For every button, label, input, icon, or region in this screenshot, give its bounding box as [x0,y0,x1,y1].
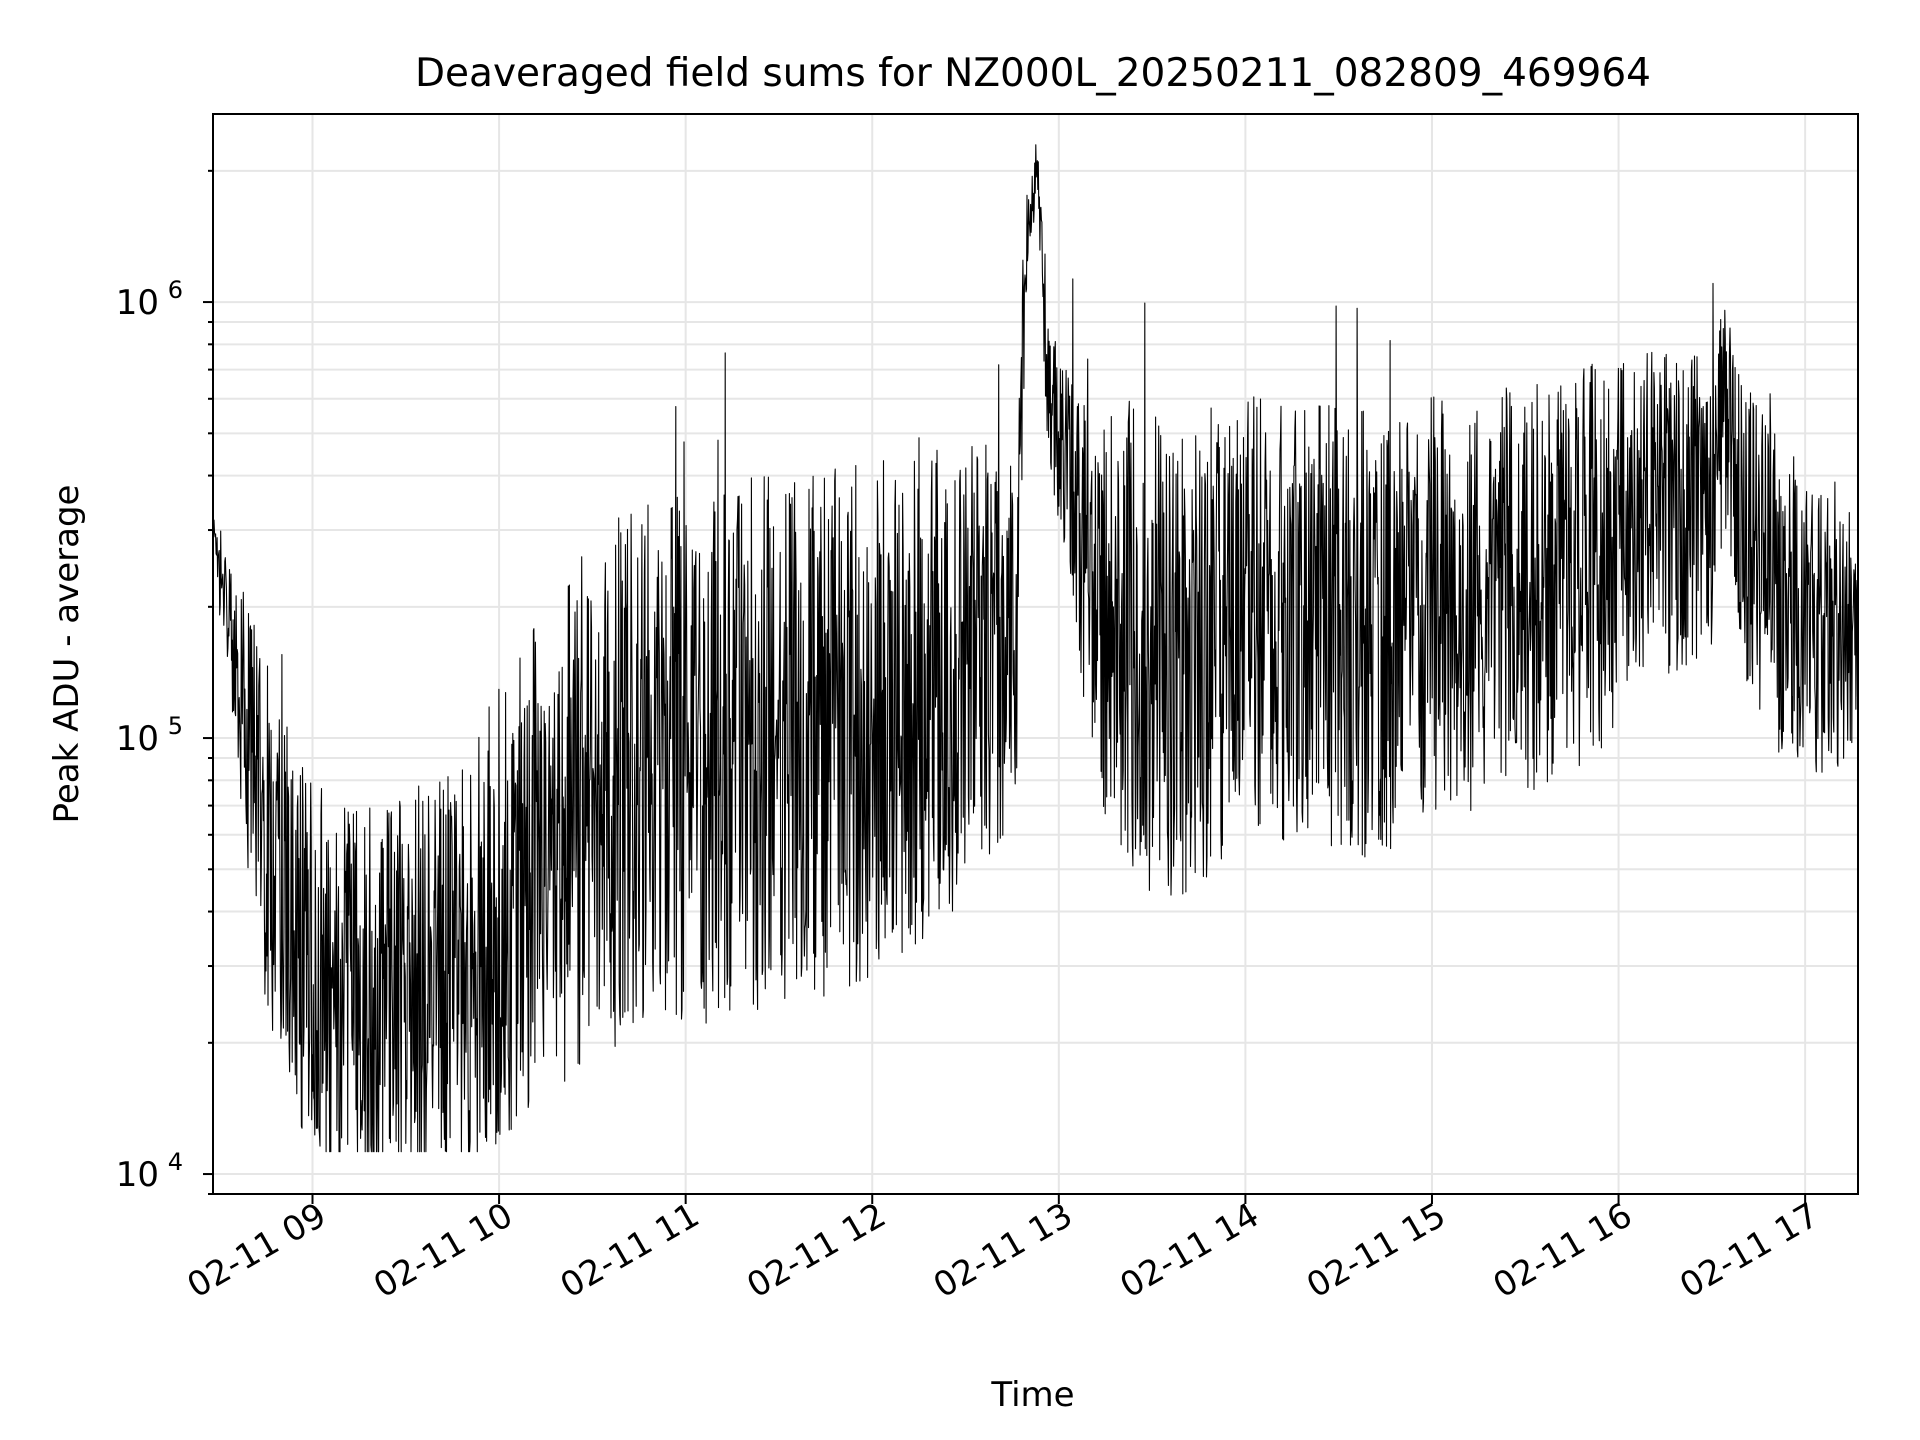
x-tick-label: 02-11 16 [1487,1195,1639,1306]
y-tick-base: 10 [116,283,159,323]
series-line [212,144,1859,1153]
x-tick-label: 02-11 17 [1673,1195,1825,1306]
chart-title: Deaveraged field sums for NZ000L_2025021… [415,51,1651,96]
y-ticks: 10 4 10 5 10 6 [116,169,213,1195]
x-tick-label: 02-11 11 [554,1195,706,1306]
x-axis-label: Time [990,1375,1074,1415]
x-ticks: 02-11 09 02-11 10 02-11 11 02-11 12 02-11 13… [181,1194,1826,1306]
y-tick-exponent: 4 [168,1148,183,1176]
x-tick-label: 02-11 09 [181,1195,333,1306]
x-tick-label: 02-11 13 [927,1195,1079,1306]
y-tick-base: 10 [116,1155,159,1195]
y-tick-label: 10 [116,719,159,759]
y-tick-label: 10 [116,1155,159,1195]
x-tick-label: 02-11 10 [367,1195,519,1306]
x-tick-label: 02-11 12 [740,1195,892,1306]
plot-frame [212,113,1859,1195]
y-tick-base: 10 [116,719,159,759]
y-tick-exponent: 6 [168,276,183,304]
x-tick-label: 02-11 15 [1300,1195,1452,1306]
y-tick-label: 10 [116,283,159,323]
y-tick-exponent: 5 [168,712,183,740]
y-axis-label: Peak ADU - average [47,485,87,824]
x-tick-label: 02-11 14 [1114,1195,1266,1306]
series-layer [212,144,1859,1153]
